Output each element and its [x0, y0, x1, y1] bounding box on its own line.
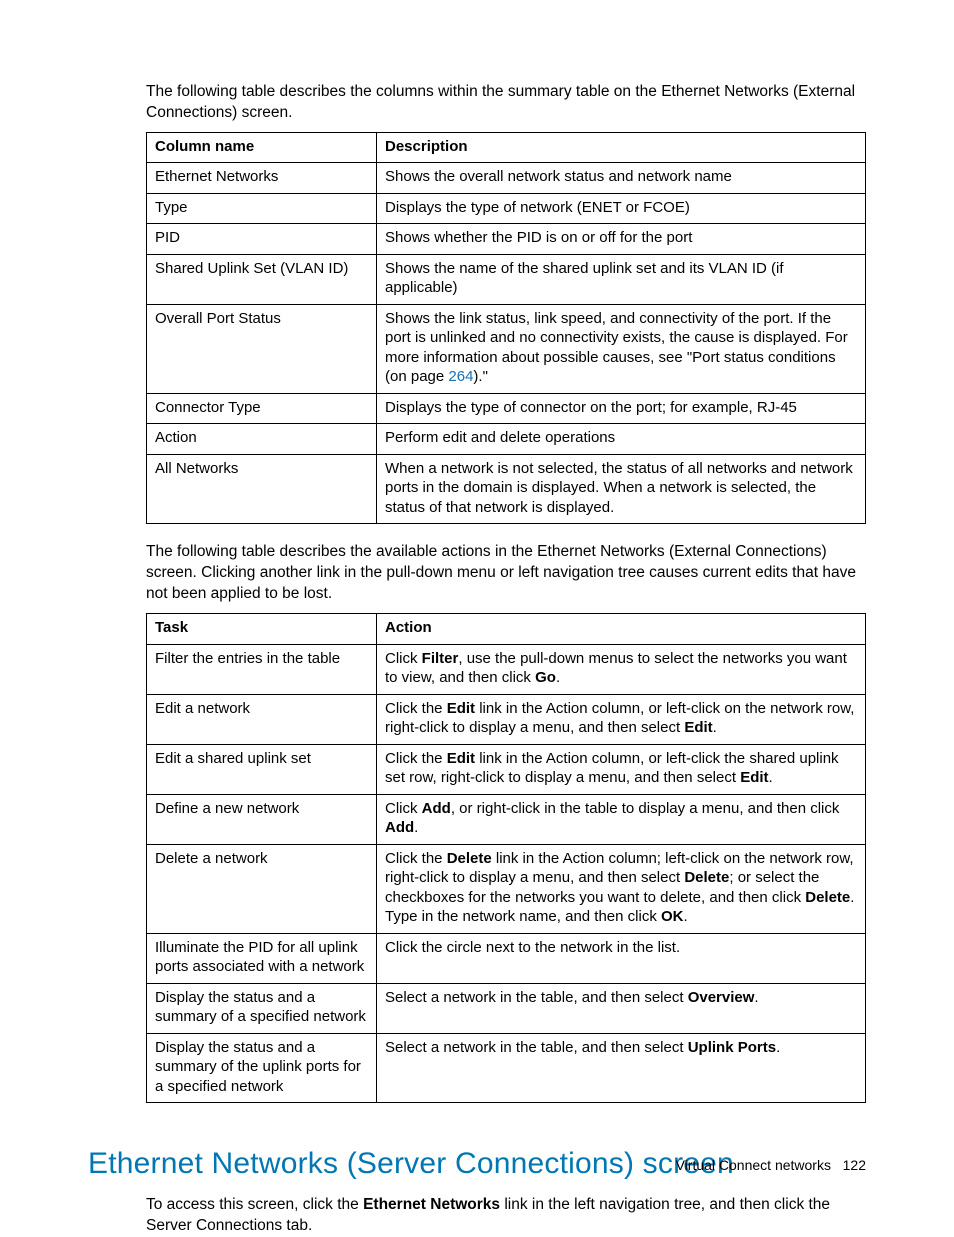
intro-paragraph-2: The following table describes the availa…: [146, 542, 866, 605]
cell-action: Click the circle next to the network in …: [377, 933, 866, 983]
ui-label-bold: Add: [385, 819, 414, 836]
cell-task: Illuminate the PID for all uplink ports …: [147, 933, 377, 983]
cell-description: Perform edit and delete operations: [377, 424, 866, 455]
page: The following table describes the column…: [0, 0, 954, 1235]
ui-label-bold: Add: [422, 800, 451, 817]
cell-column-name: PID: [147, 224, 377, 255]
table-row: Overall Port StatusShows the link status…: [147, 304, 866, 393]
cell-column-name: Type: [147, 193, 377, 224]
cell-action: Click Add, or right-click in the table t…: [377, 794, 866, 844]
intro-paragraph-1: The following table describes the column…: [146, 82, 866, 124]
cell-column-name: Ethernet Networks: [147, 163, 377, 194]
cell-task: Filter the entries in the table: [147, 644, 377, 694]
table-header-row: Column name Description: [147, 132, 866, 163]
cell-task: Edit a network: [147, 694, 377, 744]
columns-table: Column name Description Ethernet Network…: [146, 132, 866, 525]
cell-action: Select a network in the table, and then …: [377, 1033, 866, 1103]
ui-label-bold: Edit: [447, 700, 475, 717]
cell-description: Shows the overall network status and net…: [377, 163, 866, 194]
cell-action: Click Filter, use the pull-down menus to…: [377, 644, 866, 694]
cell-column-name: Overall Port Status: [147, 304, 377, 393]
ui-label-bold: Go: [535, 669, 556, 686]
cell-column-name: Shared Uplink Set (VLAN ID): [147, 254, 377, 304]
cell-description: Displays the type of network (ENET or FC…: [377, 193, 866, 224]
table-row: All NetworksWhen a network is not select…: [147, 454, 866, 524]
table-row: Delete a networkClick the Delete link in…: [147, 844, 866, 933]
cell-task: Edit a shared uplink set: [147, 744, 377, 794]
content-area: The following table describes the column…: [146, 82, 866, 1237]
table-row: ActionPerform edit and delete operations: [147, 424, 866, 455]
section-body-bold: Ethernet Networks: [363, 1196, 500, 1213]
cell-column-name: Connector Type: [147, 393, 377, 424]
ui-label-bold: Edit: [684, 719, 712, 736]
ui-label-bold: Delete: [805, 889, 850, 906]
cell-action: Click the Edit link in the Action column…: [377, 744, 866, 794]
table-header-row: Task Action: [147, 614, 866, 645]
ui-label-bold: Delete: [684, 869, 729, 886]
section-body-pre: To access this screen, click the: [146, 1196, 363, 1213]
cell-task: Display the status and a summary of a sp…: [147, 983, 377, 1033]
col-header-action: Action: [377, 614, 866, 645]
ui-label-bold: Delete: [447, 850, 492, 867]
section-body: To access this screen, click the Etherne…: [146, 1195, 866, 1237]
table-row: Define a new networkClick Add, or right-…: [147, 794, 866, 844]
col-header-name: Column name: [147, 132, 377, 163]
cell-action: Click the Delete link in the Action colu…: [377, 844, 866, 933]
cell-column-name: All Networks: [147, 454, 377, 524]
ui-label-bold: Filter: [422, 650, 459, 667]
ui-label-bold: Edit: [447, 750, 475, 767]
ui-label-bold: OK: [661, 908, 684, 925]
page-ref-link[interactable]: 264: [448, 368, 473, 385]
cell-action: Click the Edit link in the Action column…: [377, 694, 866, 744]
table-row: Edit a shared uplink setClick the Edit l…: [147, 744, 866, 794]
table-row: Display the status and a summary of a sp…: [147, 983, 866, 1033]
col-header-task: Task: [147, 614, 377, 645]
col-header-desc: Description: [377, 132, 866, 163]
table-row: TypeDisplays the type of network (ENET o…: [147, 193, 866, 224]
table-row: Connector TypeDisplays the type of conne…: [147, 393, 866, 424]
table-row: Edit a networkClick the Edit link in the…: [147, 694, 866, 744]
table-row: Ethernet NetworksShows the overall netwo…: [147, 163, 866, 194]
ui-label-bold: Edit: [740, 769, 768, 786]
table-row: Filter the entries in the tableClick Fil…: [147, 644, 866, 694]
table-row: PIDShows whether the PID is on or off fo…: [147, 224, 866, 255]
cell-description: Shows the name of the shared uplink set …: [377, 254, 866, 304]
cell-description: Shows the link status, link speed, and c…: [377, 304, 866, 393]
cell-task: Display the status and a summary of the …: [147, 1033, 377, 1103]
ui-label-bold: Overview: [688, 989, 755, 1006]
footer-page: 122: [843, 1157, 866, 1173]
footer-label: Virtual Connect networks: [676, 1157, 831, 1173]
desc-text: ).": [473, 368, 488, 385]
cell-description: When a network is not selected, the stat…: [377, 454, 866, 524]
cell-description: Displays the type of connector on the po…: [377, 393, 866, 424]
cell-description: Shows whether the PID is on or off for t…: [377, 224, 866, 255]
ui-label-bold: Uplink Ports: [688, 1039, 776, 1056]
actions-table: Task Action Filter the entries in the ta…: [146, 613, 866, 1103]
table-row: Display the status and a summary of the …: [147, 1033, 866, 1103]
table-row: Illuminate the PID for all uplink ports …: [147, 933, 866, 983]
cell-column-name: Action: [147, 424, 377, 455]
cell-task: Define a new network: [147, 794, 377, 844]
cell-action: Select a network in the table, and then …: [377, 983, 866, 1033]
table-row: Shared Uplink Set (VLAN ID)Shows the nam…: [147, 254, 866, 304]
page-footer: Virtual Connect networks 122: [676, 1157, 866, 1173]
cell-task: Delete a network: [147, 844, 377, 933]
